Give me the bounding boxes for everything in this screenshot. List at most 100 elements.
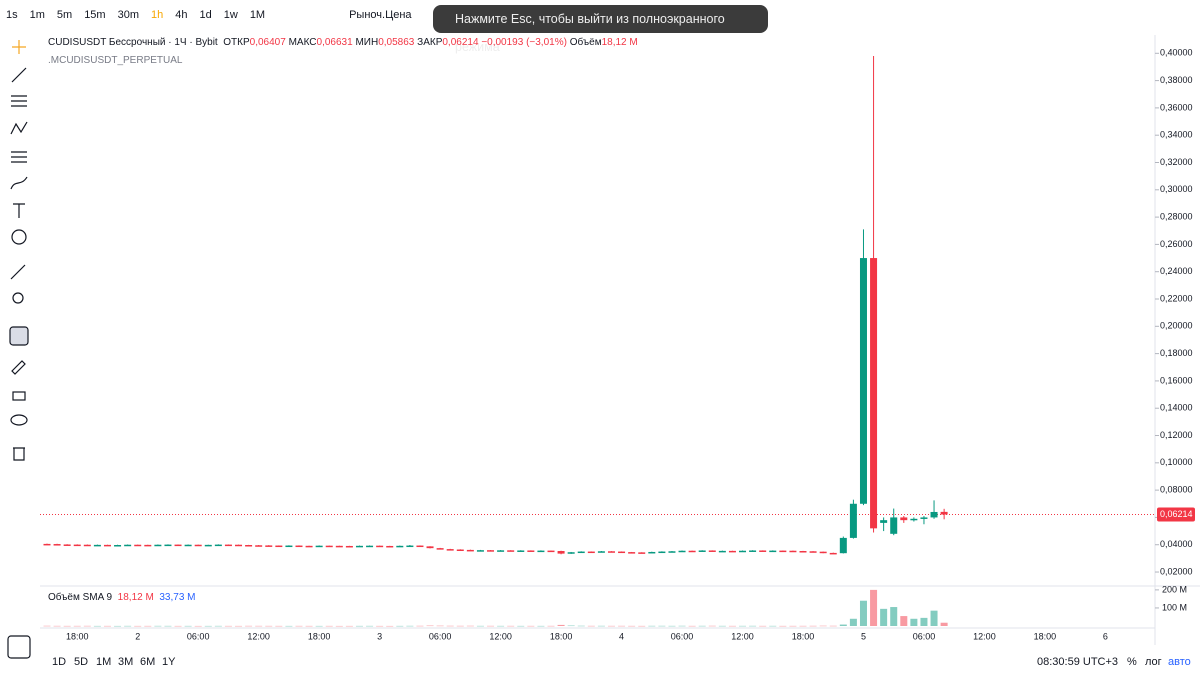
volume-bar [900, 616, 908, 626]
clock-button: 08:30:59 UTC+3 [1037, 656, 1119, 668]
volume-bar [63, 625, 71, 627]
candle-body [920, 517, 928, 519]
volume-bar [779, 625, 787, 627]
candle-body [235, 544, 243, 547]
index-symbol: .MCUDISUSDT_PERPETUAL [48, 55, 183, 66]
volume-bar [275, 625, 283, 627]
candle-body [426, 546, 434, 549]
time-tick-label: 5 [861, 631, 866, 641]
range-button[interactable]: 1D [52, 656, 67, 668]
range-button[interactable]: 1M [96, 656, 112, 668]
percent-button[interactable]: % [1127, 656, 1137, 668]
candle-body [416, 545, 424, 548]
interval-button[interactable]: 30m [117, 9, 139, 21]
candle-body [940, 511, 948, 515]
interval-button[interactable]: 1w [223, 9, 238, 21]
candle-body [396, 545, 404, 548]
volume-bar [487, 625, 495, 627]
price-tick-label: 0,36000 [1160, 102, 1193, 112]
interval-button[interactable]: 5m [56, 9, 73, 21]
volume-bar [557, 624, 565, 626]
interval-button[interactable]: 4h [175, 9, 188, 21]
interval-button[interactable]: 1d [199, 9, 212, 21]
candle-body [668, 551, 676, 553]
range-button[interactable]: 1Y [162, 656, 176, 668]
range-button[interactable]: 6M [140, 656, 156, 668]
interval-button[interactable]: 1s [6, 9, 18, 21]
candle-body [749, 550, 757, 552]
interval-button[interactable]: 1M [249, 9, 266, 21]
volume-bar [355, 625, 363, 627]
emoji-tool[interactable] [11, 229, 27, 245]
time-tick-label: 12:00 [731, 631, 754, 641]
candle-body [900, 517, 908, 521]
lock-tool[interactable] [12, 391, 26, 401]
candle-body [476, 550, 484, 552]
zoom-tool[interactable] [12, 292, 24, 304]
volume-bar [749, 625, 757, 627]
volume-bar [456, 625, 464, 627]
log-button[interactable]: лог [1145, 656, 1162, 668]
candle-body [487, 550, 495, 552]
candle-body [739, 550, 747, 553]
ohlc-label: ОТКР [223, 37, 250, 48]
brush-tool[interactable] [10, 176, 28, 190]
volume-bar [698, 625, 706, 627]
volume-bar [406, 625, 414, 627]
volume-bar [668, 625, 676, 627]
favorites-button[interactable] [7, 635, 31, 659]
volume-bar [466, 625, 474, 627]
candle-body [114, 545, 122, 547]
price-tick-label: 0,20000 [1160, 321, 1193, 331]
trendline-tool[interactable] [11, 67, 27, 83]
ruler-tool[interactable] [10, 264, 26, 280]
drawing-toolbar [7, 40, 31, 659]
visibility-tool[interactable] [10, 414, 28, 426]
volume-bar [204, 625, 212, 627]
volume-bar [597, 625, 605, 627]
time-tick-label: 18:00 [550, 631, 573, 641]
volume-bar [194, 625, 202, 627]
volume-bar [214, 625, 222, 627]
lock-draw-tool[interactable] [11, 360, 26, 375]
fib-tool[interactable] [11, 95, 27, 107]
crosshair-tool[interactable] [12, 40, 26, 54]
candle-body [607, 551, 615, 553]
text-tool[interactable] [13, 203, 25, 218]
interval-button[interactable]: 1m [29, 9, 45, 21]
interval-button[interactable]: 1h [151, 9, 164, 21]
volume-bar [728, 625, 736, 627]
last-price-label: 0,06214 [1160, 509, 1193, 519]
candle-body [587, 551, 595, 554]
candle-body [446, 549, 454, 551]
projection-tool[interactable] [11, 151, 27, 163]
delete-tool[interactable] [13, 447, 25, 461]
candle-body [204, 544, 212, 547]
volume-bar [103, 625, 111, 627]
candle-body [658, 551, 666, 554]
bottom-toolbar: 1D 5D 1M 3M 6M 1Y 08:30:59 UTC+3% лог авто [0, 652, 1200, 674]
magnet-tool[interactable] [9, 326, 29, 346]
price-type-button[interactable]: Рыноч.Цена [349, 9, 412, 21]
volume-value: 18,12 M [117, 592, 154, 603]
volume-bar [718, 625, 726, 627]
time-tick-label: 18:00 [1034, 631, 1057, 641]
volume-bar [839, 624, 847, 626]
candle-body [930, 511, 938, 518]
auto-button[interactable]: авто [1168, 656, 1191, 668]
candle-body [829, 552, 837, 555]
candle-body [103, 544, 111, 547]
price-tick-label: 0,26000 [1160, 239, 1193, 249]
volume-bar [527, 625, 535, 627]
pattern-tool[interactable] [10, 121, 28, 135]
range-button[interactable]: 5D [74, 656, 89, 668]
last-price-box [1157, 507, 1195, 522]
candle-body [366, 545, 374, 548]
candle-body [880, 520, 888, 523]
time-tick-label: 12:00 [489, 631, 512, 641]
price-tick-label: 0,22000 [1160, 293, 1193, 303]
interval-button[interactable]: 15m [84, 9, 106, 21]
range-button[interactable]: 3M [118, 656, 134, 668]
change: −0,00193 (−3,01%) [481, 37, 567, 48]
